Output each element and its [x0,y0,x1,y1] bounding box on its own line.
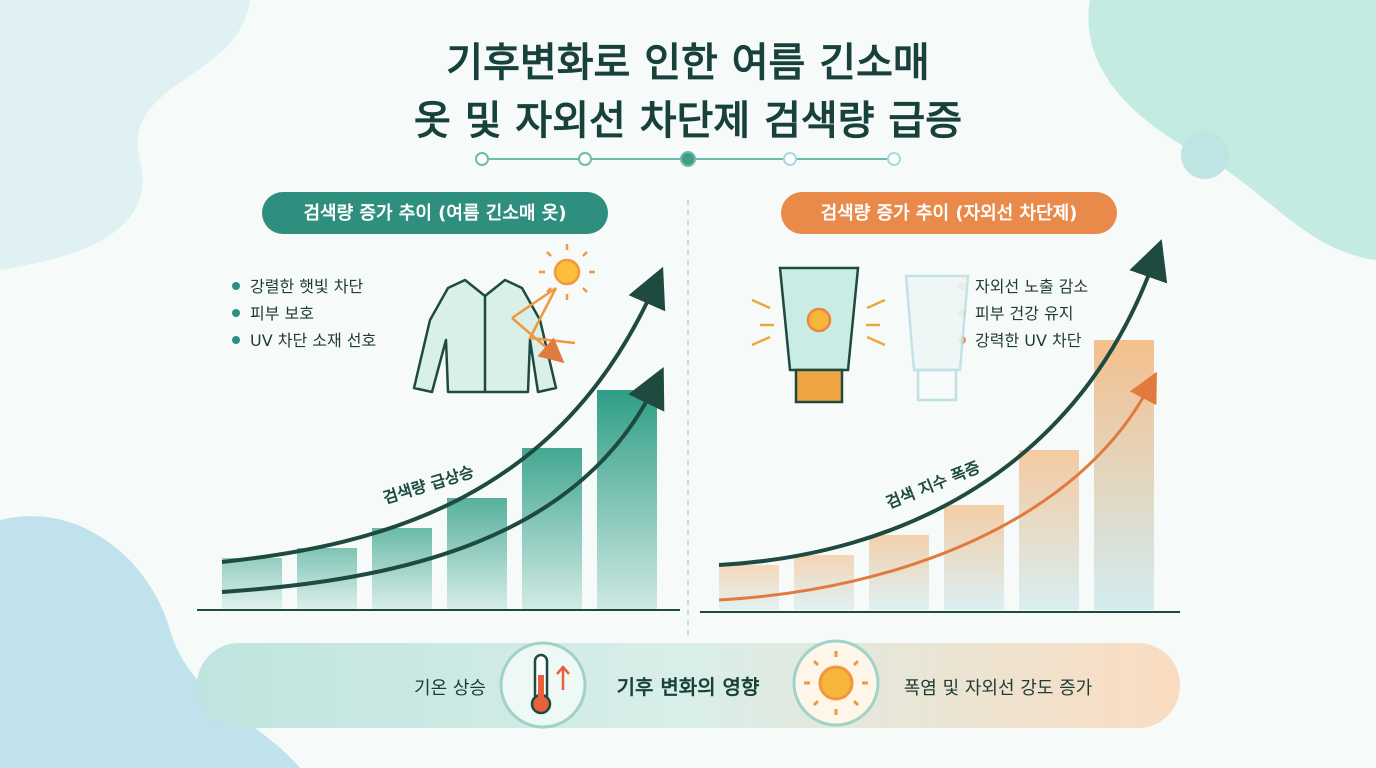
bullet: 강력한 UV 차단 [975,331,1082,350]
thermometer-icon [530,653,570,715]
blob [0,516,300,768]
bars [719,340,1154,610]
trend-arrow [718,239,1168,567]
blob [1181,131,1229,179]
title: 기후변화로 인한 여름 긴소매 [446,40,929,86]
bars [222,390,657,610]
badge-text: 검색량 증가 추이 (자외선 차단제) [821,203,1078,224]
bullet: 자외선 노출 감소 [975,277,1088,296]
footer-title: 기후 변화의 영향 [617,675,760,699]
badge [262,192,608,234]
bullet: UV 차단 소재 선호 [250,331,376,350]
bullet: 피부 보호 [250,304,314,323]
bullet: 피부 건강 유지 [975,304,1074,323]
trend-arrow [718,371,1157,602]
shirt-icon [412,278,558,394]
footer-band [197,643,1180,728]
sun-icon [511,244,595,355]
title: 옷 및 자외선 차단제 검색량 급증 [414,98,962,144]
curve-label: 검색 지수 폭증 [883,457,983,512]
sun-icon [804,651,868,715]
divider [475,151,901,167]
blob [1088,0,1376,260]
badge [781,192,1117,234]
blob [0,0,250,270]
footer-text: 기온 상승 [414,678,486,699]
footer-text: 폭염 및 자외선 강도 증가 [904,678,1093,699]
tube-icon [751,266,970,404]
bullet: 강렬한 햇빛 차단 [250,277,363,296]
badge-text: 검색량 증가 추이 (여름 긴소매 옷) [303,203,566,224]
trend-arrow [221,266,666,564]
trend-arrow [221,367,665,594]
